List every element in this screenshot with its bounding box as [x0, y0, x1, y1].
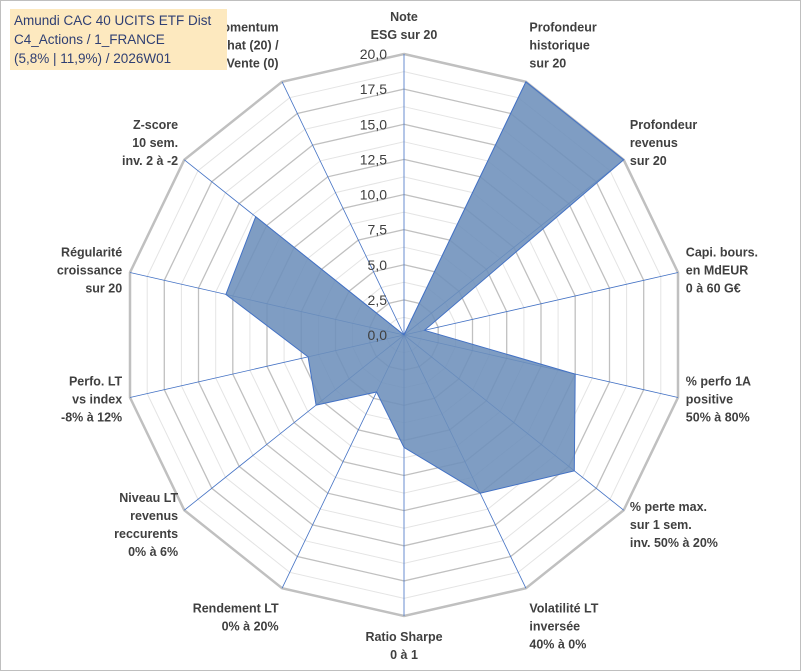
- category-label: % perfo 1A positive 50% à 80%: [686, 374, 751, 424]
- tick-label: 7,5: [368, 222, 388, 238]
- axis-spoke: [403, 272, 679, 336]
- category-label: Niveau LT revenus reccurents 0% à 6%: [114, 491, 178, 559]
- tick-label: 2,5: [368, 292, 388, 308]
- category-label: Note ESG sur 20: [371, 10, 438, 42]
- category-label: Ratio Sharpe 0 à 1: [365, 630, 442, 662]
- axis-spoke: [281, 81, 405, 336]
- tick-label: 15,0: [360, 116, 387, 132]
- category-label: Z-score 10 sem. inv. 2 à -2: [122, 118, 178, 168]
- tick-label: 12,5: [360, 151, 387, 167]
- category-label: Régularité croissance sur 20: [57, 246, 122, 296]
- tick-label: 10,0: [360, 187, 387, 203]
- data-series: [225, 81, 625, 494]
- title-box: Amundi CAC 40 UCITS ETF Dist C4_Actions …: [10, 9, 227, 70]
- title-line-3: (5,8% | 11,9%) / 2026W01: [14, 51, 172, 66]
- category-label: Profondeur historique sur 20: [529, 21, 596, 71]
- tick-label: 17,5: [360, 81, 387, 97]
- title-line-1: Amundi CAC 40 UCITS ETF Dist: [14, 13, 212, 28]
- tick-label: 5,0: [368, 257, 388, 273]
- category-labels: Note ESG sur 20 Profondeur historique sur 20…: [57, 10, 758, 662]
- category-label: Volatilité LT inversée 40% à 0%: [529, 601, 598, 651]
- tick-labels: 0,0 2,5 5,0 7,5 10,0 12,5 15,0 17,5 20,0: [360, 46, 387, 343]
- category-label: % perte max. sur 1 sem. inv. 50% à 20%: [630, 500, 718, 550]
- category-label: Momentum Achat (20) / Vente (0): [211, 21, 279, 71]
- category-label: Capi. bours. en MdEUR 0 à 60 G€: [686, 246, 758, 296]
- tick-label: 0,0: [368, 327, 388, 343]
- series-area: [225, 81, 625, 494]
- category-label: Perfo. LT vs index -8% à 12%: [61, 374, 123, 424]
- category-label: Rendement LT 0% à 20%: [193, 601, 279, 633]
- title-line-2: C4_Actions / 1_FRANCE: [14, 32, 165, 47]
- category-label: Profondeur revenus sur 20: [630, 118, 697, 168]
- tick-label: 20,0: [360, 46, 387, 62]
